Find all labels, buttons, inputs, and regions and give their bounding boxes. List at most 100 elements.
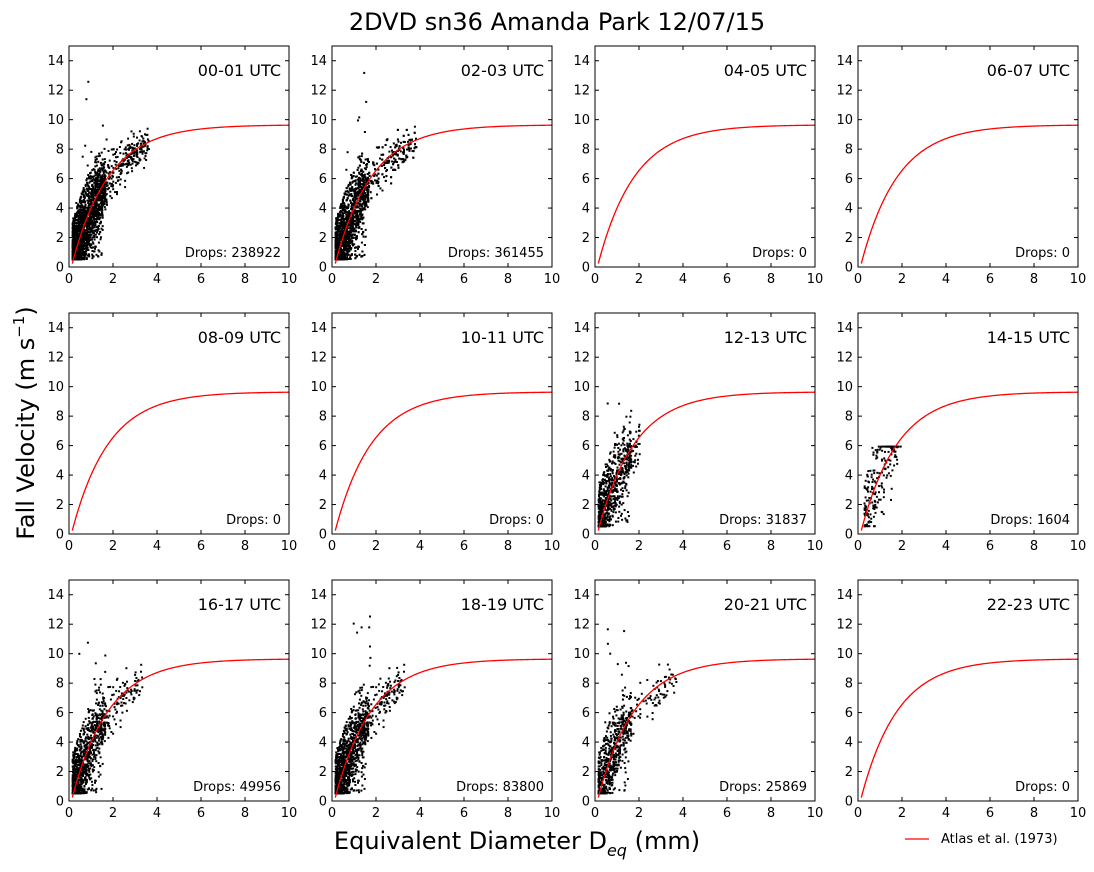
drop-point [380, 164, 383, 167]
drop-point [76, 225, 78, 228]
y-tick-label: 14 [47, 321, 64, 336]
drop-point [351, 188, 354, 191]
drop-point [344, 257, 346, 260]
drop-point [339, 230, 342, 233]
drop-point [366, 192, 369, 195]
x-tick-label: 4 [416, 272, 424, 287]
drop-point [86, 187, 89, 190]
drop-point [638, 453, 641, 456]
drop-point [88, 181, 91, 184]
plot-frame [331, 312, 553, 535]
drop-point [100, 167, 103, 170]
drop-point [357, 220, 359, 223]
drop-point [356, 168, 359, 171]
drop-point [616, 470, 619, 473]
drop-point [400, 158, 403, 161]
drop-point [351, 218, 354, 221]
drop-point [353, 196, 356, 199]
y-tick-label: 8 [845, 143, 853, 158]
drop-point [342, 223, 345, 225]
drop-point [143, 140, 146, 143]
drop-point [107, 187, 110, 190]
drop-point [372, 182, 375, 185]
drop-point [403, 148, 405, 151]
drop-point [345, 193, 348, 196]
drop-point [79, 206, 82, 209]
drop-point [351, 181, 354, 184]
drop-point [368, 184, 370, 187]
drop-point [101, 158, 104, 161]
drop-point [623, 509, 626, 512]
drop-point [397, 166, 400, 169]
x-tick-label: 4 [153, 539, 161, 554]
drop-point [367, 176, 369, 179]
drop-point [90, 223, 93, 226]
x-tick-label: 0 [591, 272, 599, 287]
panel-time-label: 04-05 UTC [724, 61, 807, 80]
drop-point [96, 177, 99, 180]
drop-point [384, 167, 387, 170]
drop-point [354, 214, 357, 217]
drop-point [84, 185, 87, 187]
drop-point [81, 206, 83, 209]
drop-point [603, 471, 606, 474]
drop-point [365, 166, 368, 169]
drop-point [386, 169, 388, 171]
drop-point [133, 147, 136, 150]
drop-point [80, 251, 83, 254]
drop-point [86, 235, 89, 238]
drop-point [623, 447, 626, 450]
drop-point [88, 202, 91, 205]
drop-point [104, 196, 107, 199]
drop-point [94, 159, 97, 161]
drop-point [83, 256, 86, 259]
drop-point [361, 179, 364, 182]
drop-point [95, 228, 98, 231]
drop-point [79, 232, 82, 235]
drop-point [128, 161, 131, 164]
x-tick-label: 10 [281, 539, 298, 554]
drop-point [357, 222, 360, 225]
drop-point [339, 227, 342, 230]
drop-point [96, 236, 98, 239]
y-tick-label: 10 [310, 113, 327, 128]
drop-point [92, 226, 95, 229]
drop-point [414, 143, 416, 146]
drop-point [621, 442, 624, 445]
x-tick-label: 8 [504, 272, 512, 287]
drop-point [95, 185, 98, 188]
drop-point [102, 195, 104, 198]
drop-point [88, 200, 91, 203]
drop-point [96, 204, 99, 207]
drop-point [350, 217, 353, 220]
drop-point [101, 225, 104, 228]
drop-point [342, 258, 344, 261]
drop-point [340, 253, 343, 256]
drop-point [343, 204, 346, 207]
drop-point [128, 146, 131, 149]
drop-point [637, 458, 639, 461]
drop-point [99, 196, 102, 199]
drop-point [623, 454, 626, 457]
drop-point [392, 154, 394, 157]
drop-point [397, 147, 400, 150]
drop-point [353, 223, 356, 226]
drop-point [606, 488, 609, 491]
drop-point-outlier [347, 185, 350, 188]
drop-point [624, 449, 627, 452]
drop-point [100, 227, 103, 230]
drop-point [130, 152, 133, 155]
drop-point [361, 213, 364, 216]
drop-point [354, 183, 357, 186]
drop-point [79, 195, 82, 198]
drop-point [125, 163, 128, 166]
drop-point [375, 181, 378, 184]
drop-point [626, 450, 629, 453]
drop-point [93, 234, 96, 237]
drop-point [71, 252, 74, 255]
drop-point [86, 248, 89, 251]
drop-point [637, 443, 640, 445]
drop-point [355, 210, 358, 212]
drop-point [632, 460, 635, 463]
